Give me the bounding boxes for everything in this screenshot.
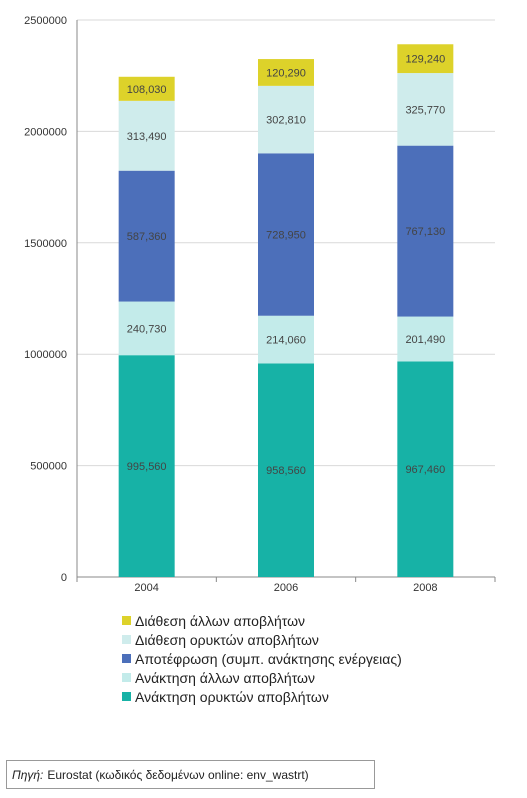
- legend-item: Ανάκτηση ορυκτών αποβλήτων: [122, 687, 402, 706]
- source-prefix: Πηγή:: [12, 767, 44, 782]
- y-tick-label: 0: [61, 572, 67, 584]
- legend-item: Διάθεση ορυκτών αποβλήτων: [122, 630, 402, 649]
- x-tick-label: 2008: [413, 582, 437, 594]
- y-tick-label: 2000000: [24, 126, 67, 138]
- bar-segment: [258, 363, 314, 577]
- bar-segment: [118, 76, 175, 101]
- data-label: 302,810: [266, 115, 306, 127]
- legend-swatch: [122, 692, 131, 701]
- legend-item: Αποτέφρωση (συμπ. ανάκτησης ενέργειας): [122, 649, 402, 668]
- data-label: 728,950: [266, 230, 306, 242]
- data-label: 313,490: [127, 131, 167, 143]
- legend-swatch: [122, 654, 131, 663]
- data-label: 120,290: [266, 67, 306, 79]
- bar-segment: [397, 44, 454, 74]
- legend-label: Διάθεση άλλων αποβλήτων: [135, 612, 306, 629]
- bar-segment: [397, 73, 454, 146]
- bar-segment: [397, 361, 454, 577]
- bar-segment: [258, 59, 314, 86]
- data-label: 995,560: [127, 461, 167, 473]
- legend-label: Αποτέφρωση (συμπ. ανάκτησης ενέργειας): [135, 650, 402, 667]
- bar-segment: [118, 301, 175, 356]
- bar-segment: [258, 153, 314, 316]
- legend-label: Ανάκτηση άλλων αποβλήτων: [135, 669, 315, 686]
- data-label: 129,240: [405, 54, 445, 66]
- bar-segment: [258, 85, 314, 154]
- data-label: 767,130: [405, 226, 445, 238]
- bar-segment: [397, 316, 454, 362]
- legend-label: Διάθεση ορυκτών αποβλήτων: [135, 631, 319, 648]
- legend-swatch: [122, 616, 131, 625]
- bar-segment: [118, 355, 175, 577]
- legend-swatch: [122, 635, 131, 644]
- data-label: 587,360: [127, 231, 167, 243]
- legend-item: Διάθεση άλλων αποβλήτων: [122, 611, 402, 630]
- source-note: Πηγή: Eurostat (κωδικός δεδομένων online…: [6, 760, 375, 789]
- y-tick-label: 1000000: [24, 349, 67, 361]
- data-label: 325,770: [405, 104, 445, 116]
- chart-legend: Διάθεση άλλων αποβλήτων Διάθεση ορυκτών α…: [122, 611, 402, 706]
- y-tick-label: 2500000: [24, 15, 67, 27]
- data-label: 958,560: [266, 465, 306, 477]
- y-tick-label: 1500000: [24, 238, 67, 250]
- x-tick-label: 2006: [274, 582, 298, 594]
- data-label: 214,060: [266, 335, 306, 347]
- bar-segment: [118, 100, 175, 171]
- data-label: 240,730: [127, 323, 167, 335]
- bar-segment: [397, 145, 454, 317]
- y-tick-label: 500000: [30, 461, 67, 473]
- legend-label: Ανάκτηση ορυκτών αποβλήτων: [135, 688, 329, 705]
- bar-segment: [118, 170, 175, 302]
- legend-item: Ανάκτηση άλλων αποβλήτων: [122, 668, 402, 687]
- source-text: Eurostat (κωδικός δεδομένων online: env_…: [47, 767, 309, 782]
- stacked-bar-chart: 0 500000 1000000 1500000 2000000 2500000 995,5…: [24, 15, 496, 594]
- legend-swatch: [122, 673, 131, 682]
- bar-segment: [258, 315, 314, 364]
- data-label: 108,030: [127, 84, 167, 96]
- data-label: 201,490: [405, 334, 445, 346]
- x-tick-label: 2004: [134, 582, 158, 594]
- data-label: 967,460: [405, 464, 445, 476]
